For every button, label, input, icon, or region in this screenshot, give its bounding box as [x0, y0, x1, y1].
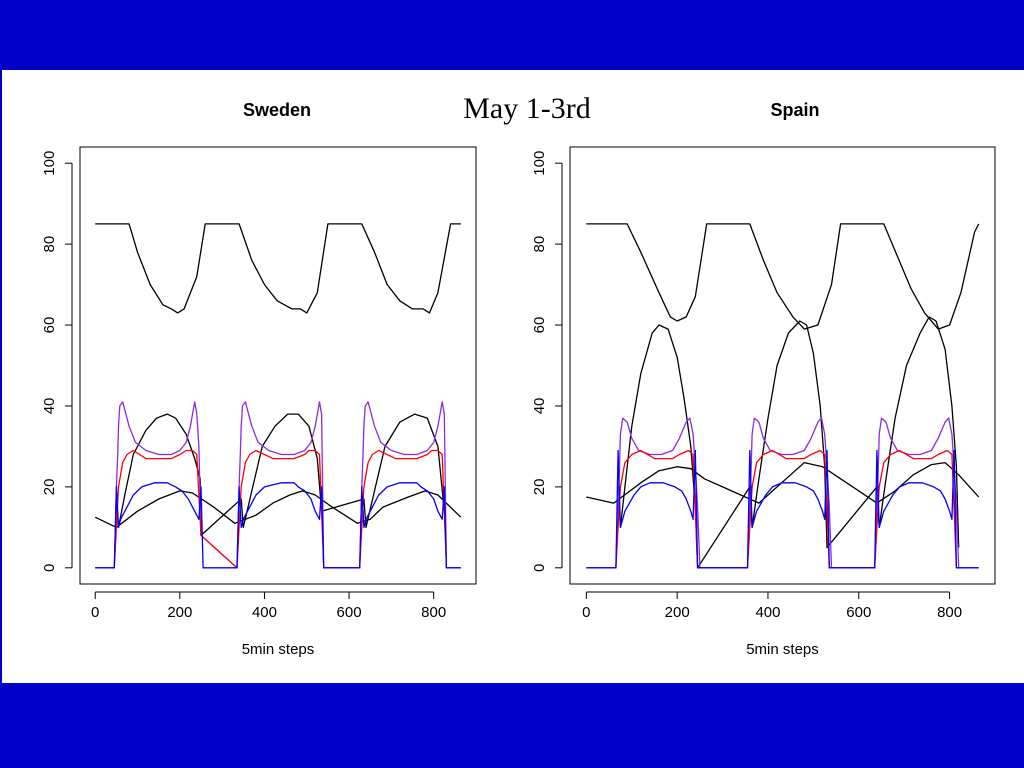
- chart-0-y-tick-label: 20: [41, 479, 58, 496]
- chart-1-y-tick-label: 80: [531, 236, 548, 253]
- chart-0-series-line-4: [113, 449, 448, 569]
- chart-0-x-tick-label: 0: [91, 604, 99, 621]
- chart-1-x-tick-label: 0: [582, 604, 590, 621]
- chart-0-x-axis-label: 5min steps: [242, 641, 315, 658]
- chart-1-frame: [569, 146, 996, 585]
- chart-0-y-tick-label: 100: [41, 151, 58, 176]
- chart-1-y-tick-label: 40: [531, 398, 548, 415]
- chart-1-series-line-1: [586, 461, 980, 504]
- chart-1-y-tick-label: 100: [531, 151, 548, 176]
- chart-spain: Spain 0 200 400 600 800 5min steps 0 20 40 60 80 100: [531, 100, 996, 658]
- chart-0-series-line-0: [95, 223, 461, 314]
- slide-title: May 1-3rd: [463, 92, 591, 125]
- chart-0-y-tick-label: 80: [41, 236, 58, 253]
- chart-0-series-line-5: [95, 482, 461, 569]
- chart-0-x-tick-label: 200: [167, 604, 192, 621]
- chart-1-title: Spain: [770, 100, 819, 120]
- chart-1-x-tick-label: 600: [846, 604, 871, 621]
- chart-1-x-tick-label: 400: [755, 604, 780, 621]
- chart-1-y-tick-label: 60: [531, 317, 548, 334]
- chart-1-x-axis-label: 5min steps: [746, 641, 819, 658]
- chart-1-y-tick-label: 20: [531, 479, 548, 496]
- chart-0-x-tick-label: 600: [337, 604, 362, 621]
- chart-0-series-line-2: [115, 413, 445, 537]
- chart-1-series-line-4: [615, 449, 958, 569]
- chart-0-x-tick-label: 800: [421, 604, 446, 621]
- chart-1-series-line-3: [586, 417, 979, 569]
- chart-0-title: Sweden: [243, 100, 311, 120]
- slide-area: May 1-3rd Sweden 0 200 400 600 800 5min steps 0…: [2, 70, 1024, 683]
- chart-0-frame: [79, 146, 477, 585]
- chart-1-series-line-2: [617, 316, 960, 569]
- chart-0-y-tick-label: 40: [41, 398, 58, 415]
- chart-1-series-line-5: [586, 449, 979, 569]
- chart-1-series-line-0: [586, 223, 980, 330]
- chart-0-x-tick-label: 400: [252, 604, 277, 621]
- chart-0-y-tick-label: 0: [41, 564, 58, 572]
- chart-0-y-tick-label: 60: [41, 317, 58, 334]
- chart-0-series-line-1: [94, 490, 462, 529]
- chart-0-series-line-3: [95, 401, 461, 569]
- chart-1-y-tick-label: 0: [531, 564, 548, 572]
- chart-sweden: Sweden 0 200 400 600 800 5min steps 0 20 40 60 80 10…: [41, 100, 477, 658]
- chart-1-x-tick-label: 800: [937, 604, 962, 621]
- chart-1-x-tick-label: 200: [665, 604, 690, 621]
